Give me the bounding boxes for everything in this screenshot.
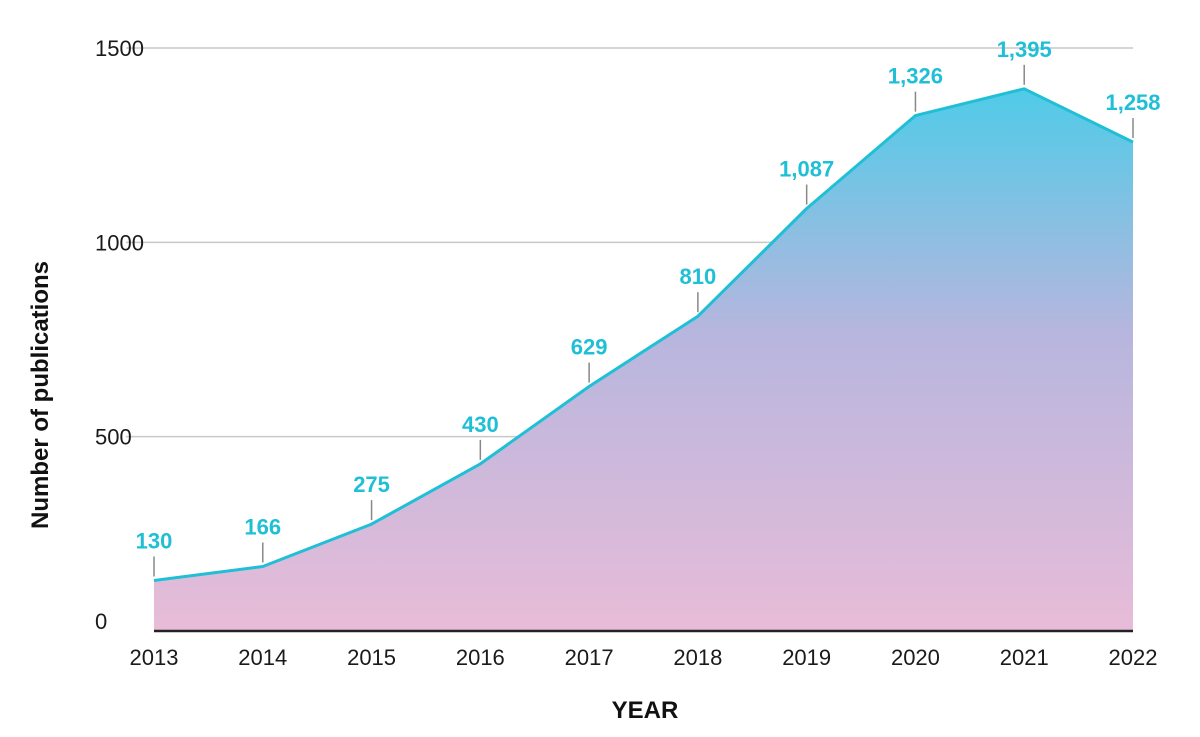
y-axis-label: Number of publications xyxy=(27,261,54,529)
data-label: 430 xyxy=(462,412,499,437)
x-tick-label: 2022 xyxy=(1109,645,1158,670)
data-label: 275 xyxy=(353,472,390,497)
x-tick-label: 2017 xyxy=(565,645,614,670)
x-tick-label: 2018 xyxy=(673,645,722,670)
x-tick-label: 2015 xyxy=(347,645,396,670)
y-tick-label: 0 xyxy=(95,609,107,634)
data-label: 166 xyxy=(244,514,281,539)
x-tick-label: 2021 xyxy=(1000,645,1049,670)
y-tick-label: 1500 xyxy=(95,36,144,61)
data-label: 1,326 xyxy=(888,64,943,89)
x-tick-label: 2016 xyxy=(456,645,505,670)
data-label: 810 xyxy=(680,264,717,289)
series-line xyxy=(153,87,1134,582)
x-axis-label: YEAR xyxy=(612,697,679,724)
x-tick-label: 2020 xyxy=(891,645,940,670)
x-tick-label: 2013 xyxy=(130,645,179,670)
data-label: 1,258 xyxy=(1105,90,1160,115)
y-tick-label: 500 xyxy=(95,425,132,450)
x-tick-label: 2019 xyxy=(782,645,831,670)
y-tick-label: 1000 xyxy=(95,230,144,255)
data-label: 1,087 xyxy=(779,157,834,182)
data-label: 1,395 xyxy=(997,37,1052,62)
plot-area xyxy=(153,87,1134,632)
area-fill xyxy=(154,88,1133,632)
data-label: 629 xyxy=(571,335,608,360)
x-tick-label: 2014 xyxy=(238,645,287,670)
data-labels: 130 166 275 430 629 810 1,087 1,326 1,395 1,258 xyxy=(136,37,1161,577)
axes: 2013 2014 2015 2016 2017 2018 2019 2020 2021 2022 xyxy=(130,629,1158,670)
data-label: 130 xyxy=(136,528,173,553)
